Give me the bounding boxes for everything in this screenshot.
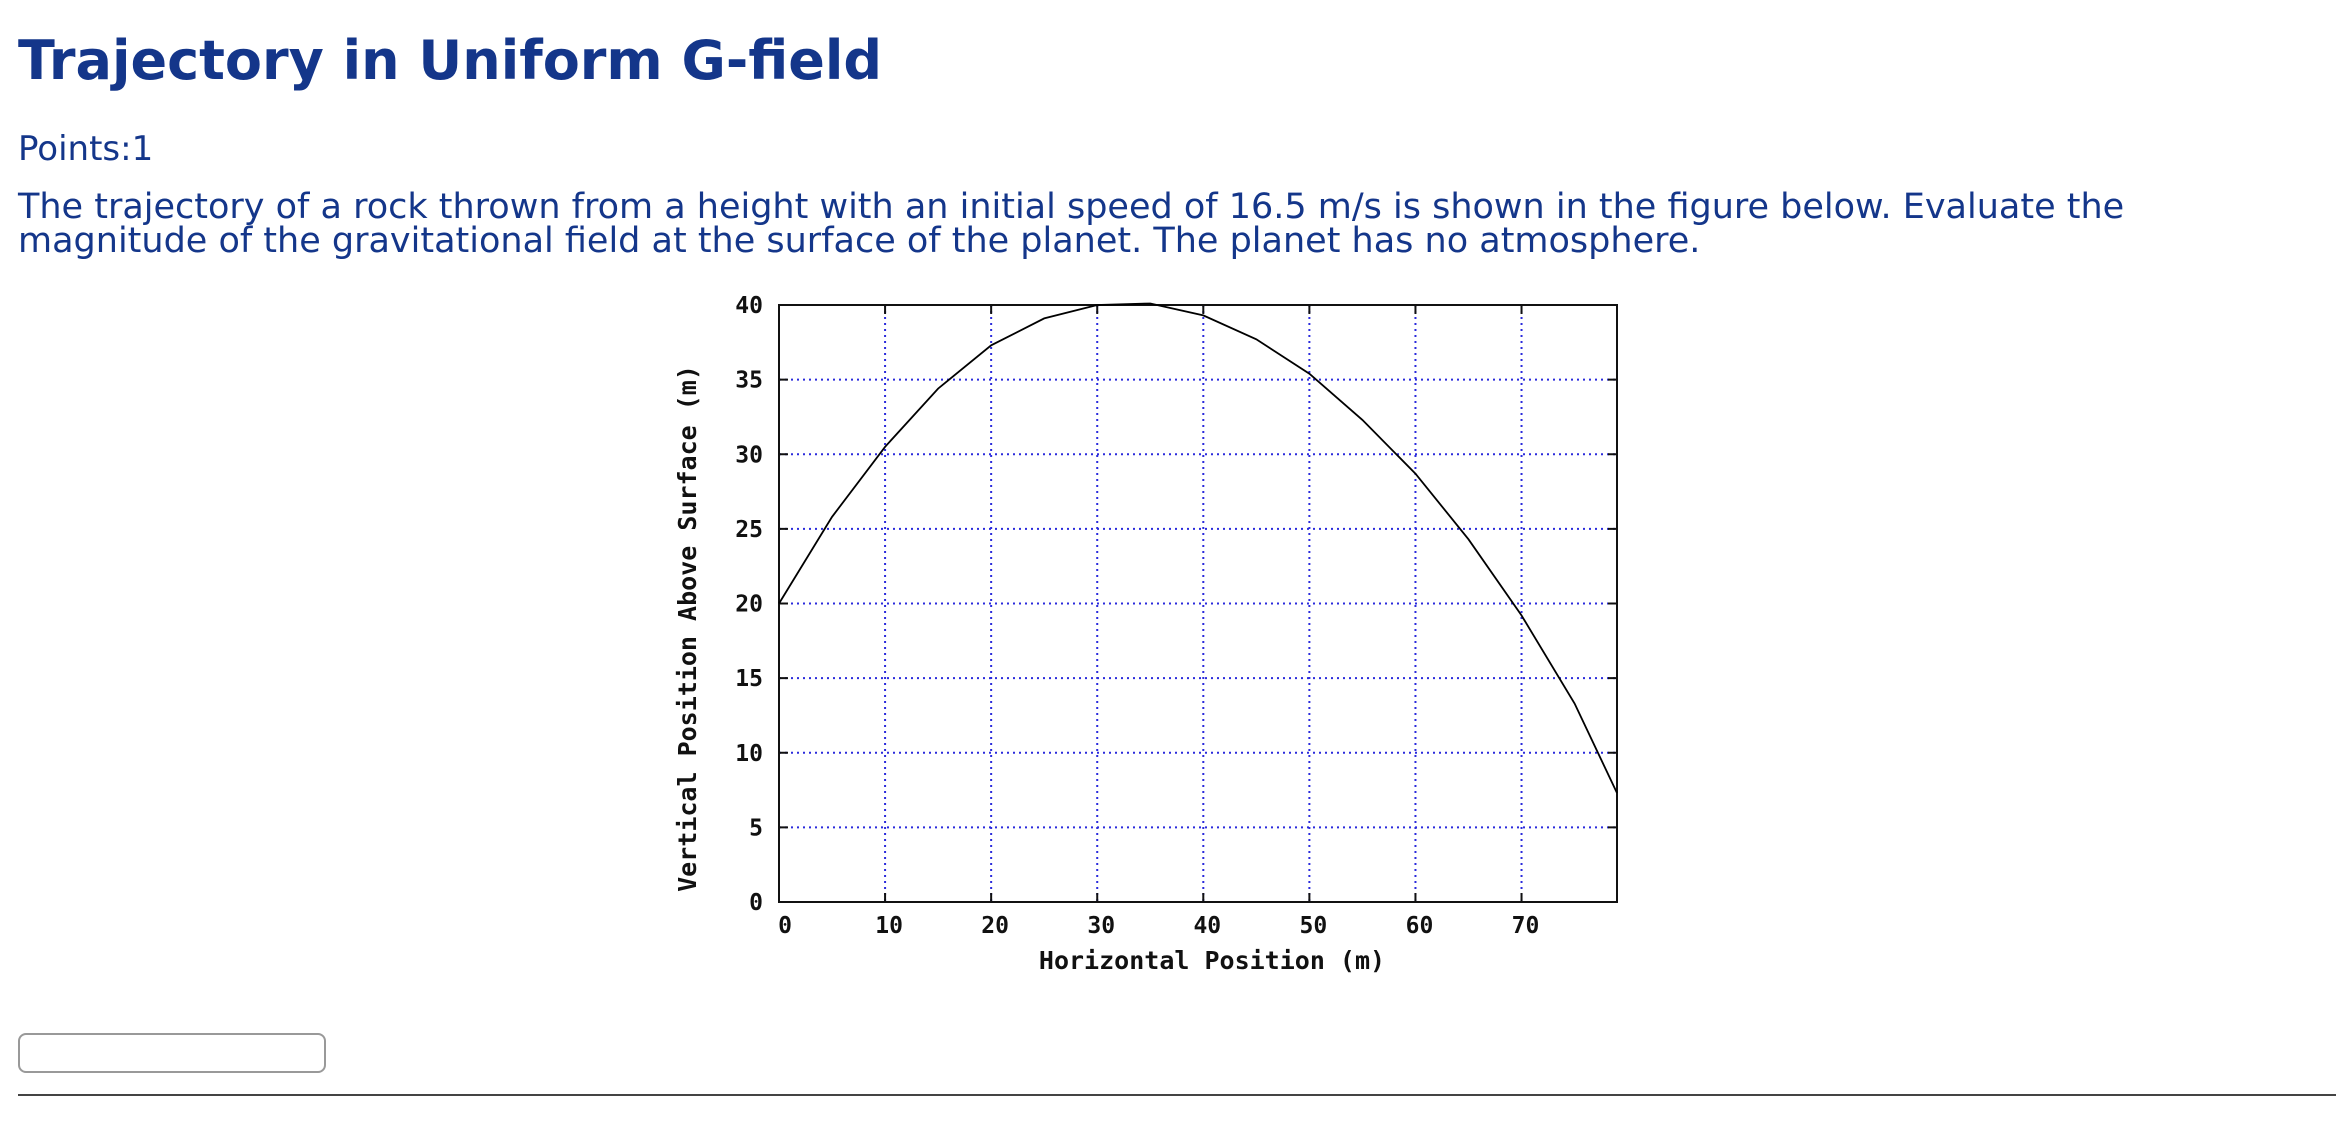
y-tick-label: 0	[749, 890, 763, 916]
x-tick-label: 0	[778, 913, 792, 939]
page-title: Trajectory in Uniform G-field	[18, 29, 883, 92]
y-tick-label: 20	[735, 592, 763, 618]
chart-svg: 0 10 20 30 40 50 60 70 0 5 10 15 20 25 30 35 40 Horizonta…	[673, 293, 1618, 975]
y-tick-label: 25	[735, 517, 763, 543]
x-tick-label: 60	[1406, 913, 1434, 939]
points-label: Points:1	[18, 129, 154, 169]
answer-input[interactable]	[18, 1033, 326, 1073]
x-tick-label: 70	[1512, 913, 1540, 939]
y-tick-label: 10	[735, 741, 763, 767]
y-tick-label: 5	[749, 815, 763, 841]
y-tick-label: 35	[735, 368, 763, 394]
x-axis-label: Horizontal Position (m)	[1039, 946, 1385, 975]
y-tick-label: 40	[735, 293, 763, 319]
x-tick-label: 40	[1193, 913, 1221, 939]
y-tick-label: 15	[735, 666, 763, 692]
question-text: The trajectory of a rock thrown from a h…	[18, 187, 2125, 261]
x-tick-label: 30	[1087, 913, 1115, 939]
x-tick-label: 50	[1300, 913, 1328, 939]
trajectory-line	[778, 302, 1618, 794]
plot-frame	[778, 304, 1618, 903]
y-axis-label: Vertical Position Above Surface (m)	[673, 365, 702, 892]
x-tick-label: 10	[875, 913, 903, 939]
trajectory-chart: 0 10 20 30 40 50 60 70 0 5 10 15 20 25 30 35 40 Horizonta…	[660, 290, 1660, 990]
bottom-divider	[18, 1094, 2336, 1096]
y-tick-label: 30	[735, 442, 763, 468]
x-tick-label: 20	[981, 913, 1009, 939]
